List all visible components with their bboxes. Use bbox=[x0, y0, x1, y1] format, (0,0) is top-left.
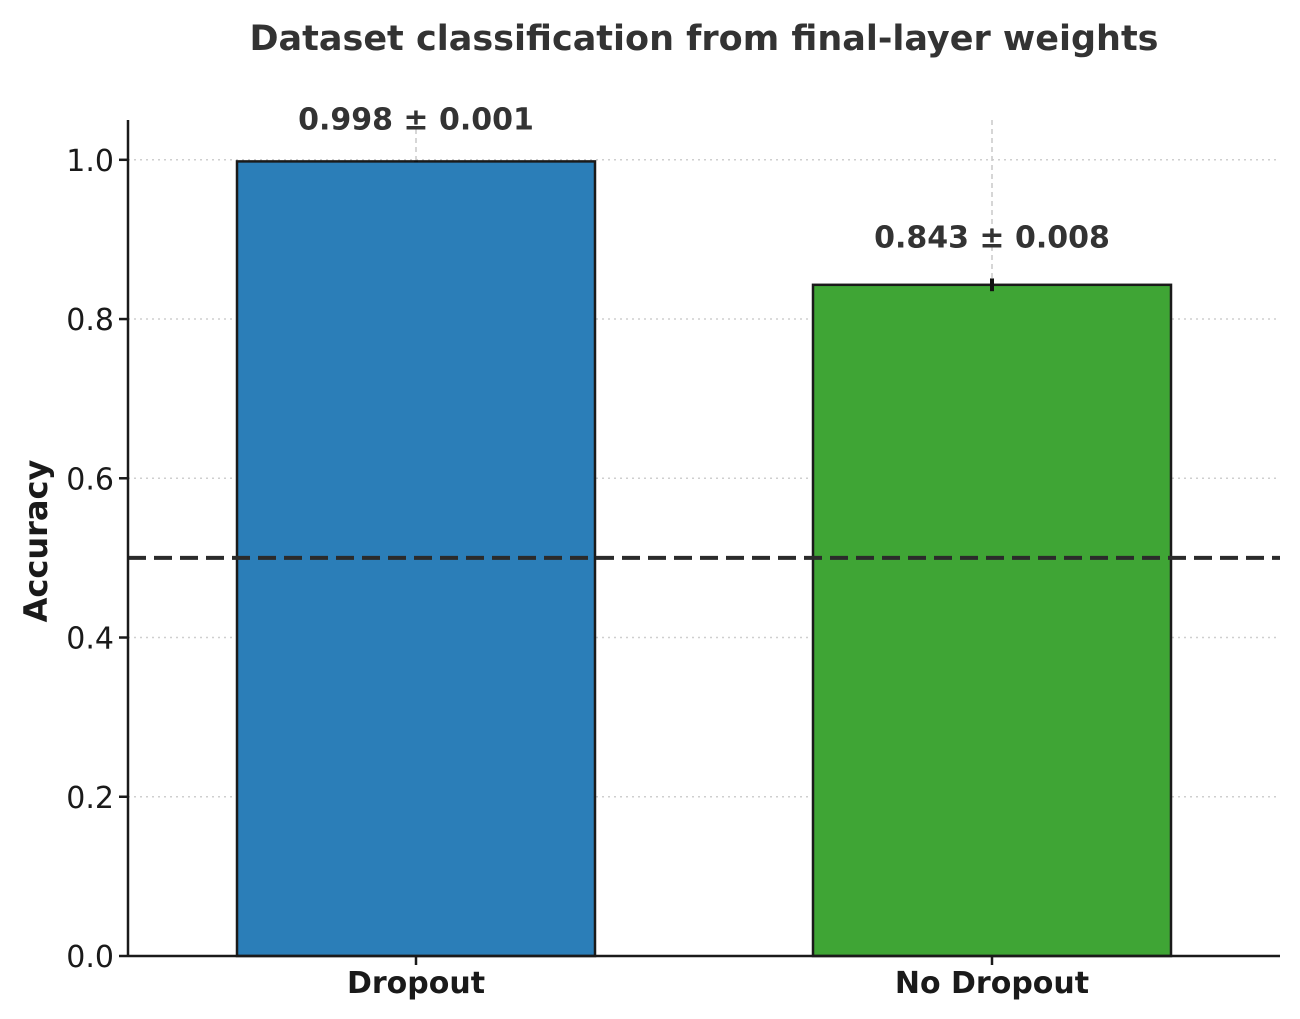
labels-layer: 0.0 0.2 0.4 0.6 0.8 1.0 Dropout No Dropout 0.998… bbox=[66, 103, 1110, 1001]
y-tick-label: 0.2 bbox=[66, 781, 114, 816]
y-axis-label: Accuracy bbox=[17, 460, 55, 623]
y-tick-label: 1.0 bbox=[66, 144, 114, 179]
bar-no-dropout bbox=[811, 283, 1173, 958]
chart-title: Dataset classification from final-layer … bbox=[249, 19, 1158, 59]
x-tick-label: No Dropout bbox=[895, 966, 1089, 1001]
y-tick-label: 0.8 bbox=[66, 303, 114, 338]
y-tick-label: 0.6 bbox=[66, 462, 114, 497]
y-tick-label: 0.0 bbox=[66, 940, 114, 975]
x-tick-label: Dropout bbox=[347, 966, 485, 1001]
data-label: 0.843 ± 0.008 bbox=[874, 220, 1110, 255]
data-label: 0.998 ± 0.001 bbox=[298, 103, 534, 138]
axes-layer bbox=[119, 120, 1280, 965]
y-tick-label: 0.4 bbox=[66, 622, 114, 657]
